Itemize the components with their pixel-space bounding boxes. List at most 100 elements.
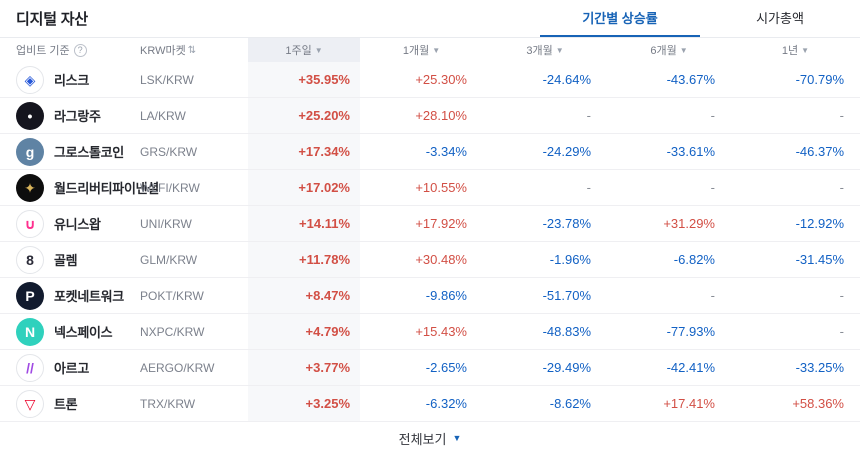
change-6m: -6.82%: [673, 252, 715, 267]
coin-ticker: WLFI/KRW: [140, 180, 200, 195]
pocket-network-logo: P: [16, 281, 44, 310]
caret-down-icon: ▼: [679, 45, 688, 55]
table-header: 업비트 기준 ? KRW마켓 ⇅ 1주일 ▼ 1개월 ▼ 3개월 ▼ 6개월 ▼…: [0, 38, 860, 62]
change-1w: +3.25%: [248, 386, 360, 421]
coin-cell: P 포켓네트워크: [0, 278, 140, 313]
tab-market-cap[interactable]: 시가총액: [756, 11, 804, 26]
col-1y[interactable]: 1년 ▼: [731, 38, 860, 62]
coin-name: 아르고: [54, 361, 89, 376]
table-row[interactable]: • 라그랑주 LA/KRW +25.20% +28.10% - - -: [0, 98, 860, 134]
change-1w: +14.11%: [248, 206, 360, 241]
caret-down-icon: ▼: [452, 433, 462, 443]
coin-name: 그로스톨코인: [54, 145, 124, 160]
change-6m: +31.29%: [663, 216, 715, 231]
coin-name: 골렘: [54, 253, 78, 268]
coin-cell: // 아르고: [0, 350, 140, 385]
table-row[interactable]: ✦ 월드리버티파이낸셜 WLFI/KRW +17.02% +10.55% - -…: [0, 170, 860, 206]
change-1w: +17.34%: [248, 134, 360, 169]
col-krw-market[interactable]: KRW마켓 ⇅: [140, 38, 248, 62]
caret-down-icon: ▼: [801, 45, 810, 55]
groestlcoin-logo: g: [16, 137, 44, 166]
change-3m: -24.29%: [542, 144, 591, 159]
change-1y: -: [839, 288, 844, 303]
col-1y-label: 1년: [781, 45, 799, 57]
change-1y: -12.92%: [795, 216, 844, 231]
coin-name: 월드리버티파이낸셜: [54, 181, 159, 196]
coin-cell: ∪ 유니스왑: [0, 206, 140, 241]
table-row[interactable]: ∪ 유니스왑 UNI/KRW +14.11% +17.92% -23.78% +…: [0, 206, 860, 242]
table-row[interactable]: ◈ 리스크 LSK/KRW +35.95% +25.30% -24.64% -4…: [0, 62, 860, 98]
coin-ticker: NXPC/KRW: [140, 324, 205, 339]
coin-cell: N 넥스페이스: [0, 314, 140, 349]
change-1y: -31.45%: [795, 252, 844, 267]
col-1w-label: 1주일: [285, 45, 312, 57]
wlfi-logo: ✦: [16, 173, 44, 202]
table-row[interactable]: P 포켓네트워크 POKT/KRW +8.47% -9.86% -51.70% …: [0, 278, 860, 314]
coin-cell: g 그로스톨코인: [0, 134, 140, 169]
change-1m: +25.30%: [415, 72, 467, 87]
aergo-logo: //: [16, 353, 44, 382]
tab-period-change[interactable]: 기간별 상승률: [540, 0, 700, 37]
col-6m[interactable]: 6개월 ▼: [607, 38, 731, 62]
change-6m: -77.93%: [666, 324, 715, 339]
change-1m: +10.55%: [415, 180, 467, 195]
col-1m-label: 1개월: [402, 45, 430, 57]
change-1m: -6.32%: [425, 396, 467, 411]
change-1m: +30.48%: [415, 252, 467, 267]
col-3m-label: 3개월: [526, 45, 553, 57]
coin-ticker: LA/KRW: [140, 108, 186, 123]
help-icon[interactable]: ?: [73, 43, 87, 57]
change-1w: +11.78%: [248, 242, 360, 277]
change-1w: +35.95%: [248, 62, 360, 97]
view-all-button[interactable]: 전체보기 ▼: [399, 429, 462, 448]
page-title: 디지털 자산: [16, 11, 88, 28]
col-basis: 업비트 기준 ?: [0, 38, 140, 62]
coin-ticker: UNI/KRW: [140, 216, 192, 231]
change-1y: -: [839, 108, 844, 123]
coin-ticker: AERGO/KRW: [140, 360, 215, 375]
table-row[interactable]: N 넥스페이스 NXPC/KRW +4.79% +15.43% -48.83% …: [0, 314, 860, 350]
krw-market-label: KRW마켓: [140, 45, 186, 57]
table-row[interactable]: ▽ 트론 TRX/KRW +3.25% -6.32% -8.62% +17.41…: [0, 386, 860, 422]
coin-ticker: POKT/KRW: [140, 288, 204, 303]
change-3m: -29.49%: [542, 360, 591, 375]
change-1m: -9.86%: [425, 288, 467, 303]
change-1y: +58.36%: [792, 396, 844, 411]
change-1m: -2.65%: [425, 360, 467, 375]
col-3m[interactable]: 3개월 ▼: [483, 38, 607, 62]
view-all-label: 전체보기: [398, 431, 447, 447]
coin-name: 라그랑주: [54, 109, 101, 124]
change-1y: -: [839, 180, 844, 195]
change-3m: -24.64%: [542, 72, 591, 87]
change-3m: -51.70%: [542, 288, 591, 303]
change-1y: -33.25%: [795, 360, 844, 375]
coin-ticker: TRX/KRW: [140, 396, 196, 411]
table-row[interactable]: g 그로스톨코인 GRS/KRW +17.34% -3.34% -24.29% …: [0, 134, 860, 170]
change-3m: -48.83%: [542, 324, 591, 339]
col-1w[interactable]: 1주일 ▼: [248, 38, 360, 62]
change-1w: +25.20%: [248, 98, 360, 133]
change-6m: -: [710, 288, 715, 303]
lisk-logo: ◈: [16, 65, 44, 94]
coin-name: 포켓네트워크: [54, 289, 124, 304]
table-row[interactable]: // 아르고 AERGO/KRW +3.77% -2.65% -29.49% -…: [0, 350, 860, 386]
coin-ticker: LSK/KRW: [140, 72, 194, 87]
tab-bar: 기간별 상승률 시가총액: [540, 0, 860, 37]
change-1y: -46.37%: [795, 144, 844, 159]
change-6m: -33.61%: [666, 144, 715, 159]
change-6m: -: [710, 180, 715, 195]
change-1w: +8.47%: [248, 278, 360, 313]
nexpace-logo: N: [16, 317, 44, 346]
coin-cell: ▽ 트론: [0, 386, 140, 421]
change-1m: +17.92%: [415, 216, 467, 231]
change-1w: +4.79%: [248, 314, 360, 349]
change-3m: -8.62%: [549, 396, 591, 411]
table-row[interactable]: 8 골렘 GLM/KRW +11.78% +30.48% -1.96% -6.8…: [0, 242, 860, 278]
col-6m-label: 6개월: [650, 45, 677, 57]
col-1m[interactable]: 1개월 ▼: [360, 38, 483, 62]
change-1w: +17.02%: [248, 170, 360, 205]
change-1y: -: [839, 324, 844, 339]
coin-ticker: GLM/KRW: [140, 252, 198, 267]
change-6m: +17.41%: [663, 396, 715, 411]
